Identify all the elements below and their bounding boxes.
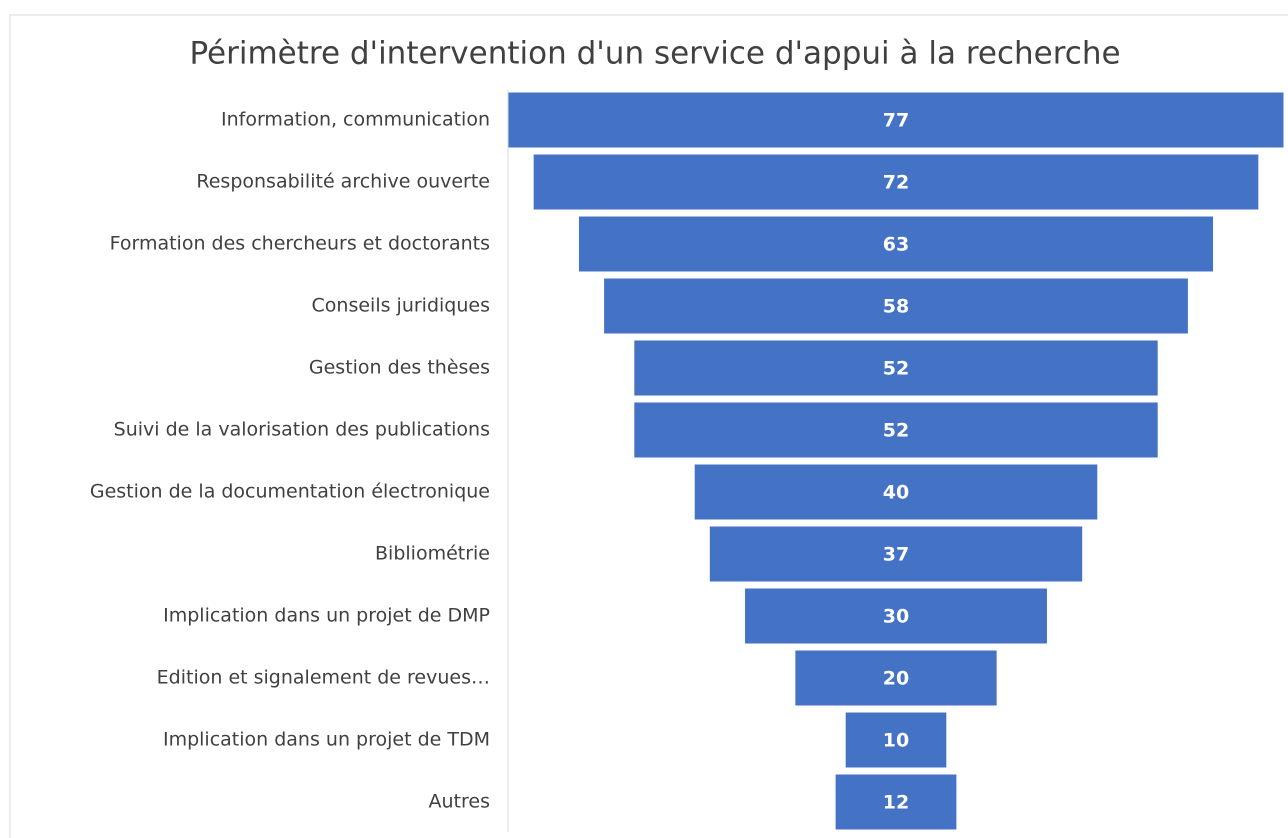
category-label: Edition et signalement de revues… — [157, 667, 490, 689]
category-label: Conseils juridiques — [312, 295, 490, 317]
category-label: Gestion des thèses — [309, 357, 490, 379]
value-label: 40 — [883, 482, 909, 504]
funnel-bar — [694, 464, 1098, 520]
funnel-bar — [578, 216, 1214, 272]
funnel-bar — [845, 712, 947, 768]
funnel-bar — [709, 526, 1083, 582]
value-label: 77 — [883, 110, 909, 132]
category-label: Information, communication — [221, 109, 490, 131]
chart-title: Périmètre d'intervention d'un service d'… — [189, 36, 1120, 72]
funnel-bar — [634, 402, 1158, 458]
funnel-bar — [795, 650, 997, 706]
value-label: 52 — [883, 358, 909, 380]
funnel-bar — [835, 774, 957, 830]
funnel-bar — [634, 340, 1158, 396]
value-label: 20 — [883, 668, 909, 690]
category-label: Suivi de la valorisation des publication… — [114, 419, 490, 441]
value-label: 37 — [883, 544, 909, 566]
category-label: Gestion de la documentation électronique — [90, 481, 490, 503]
value-label: 63 — [883, 234, 909, 256]
category-label: Formation des chercheurs et doctorants — [110, 233, 490, 255]
category-label: Implication dans un projet de TDM — [163, 729, 490, 751]
category-label: Implication dans un projet de DMP — [163, 605, 490, 627]
funnel-bar — [604, 278, 1188, 334]
value-label: 12 — [883, 792, 909, 814]
category-label: Responsabilité archive ouverte — [196, 171, 490, 193]
funnel-bar — [508, 92, 1284, 148]
value-label: 58 — [883, 296, 909, 318]
category-label: Autres — [429, 791, 490, 813]
value-label: 72 — [883, 172, 909, 194]
value-label: 52 — [883, 420, 909, 442]
funnel-bar — [533, 154, 1259, 210]
value-label: 10 — [883, 730, 909, 752]
value-label: 30 — [883, 606, 909, 628]
category-label: Bibliométrie — [375, 543, 490, 565]
funnel-bar — [745, 588, 1047, 644]
